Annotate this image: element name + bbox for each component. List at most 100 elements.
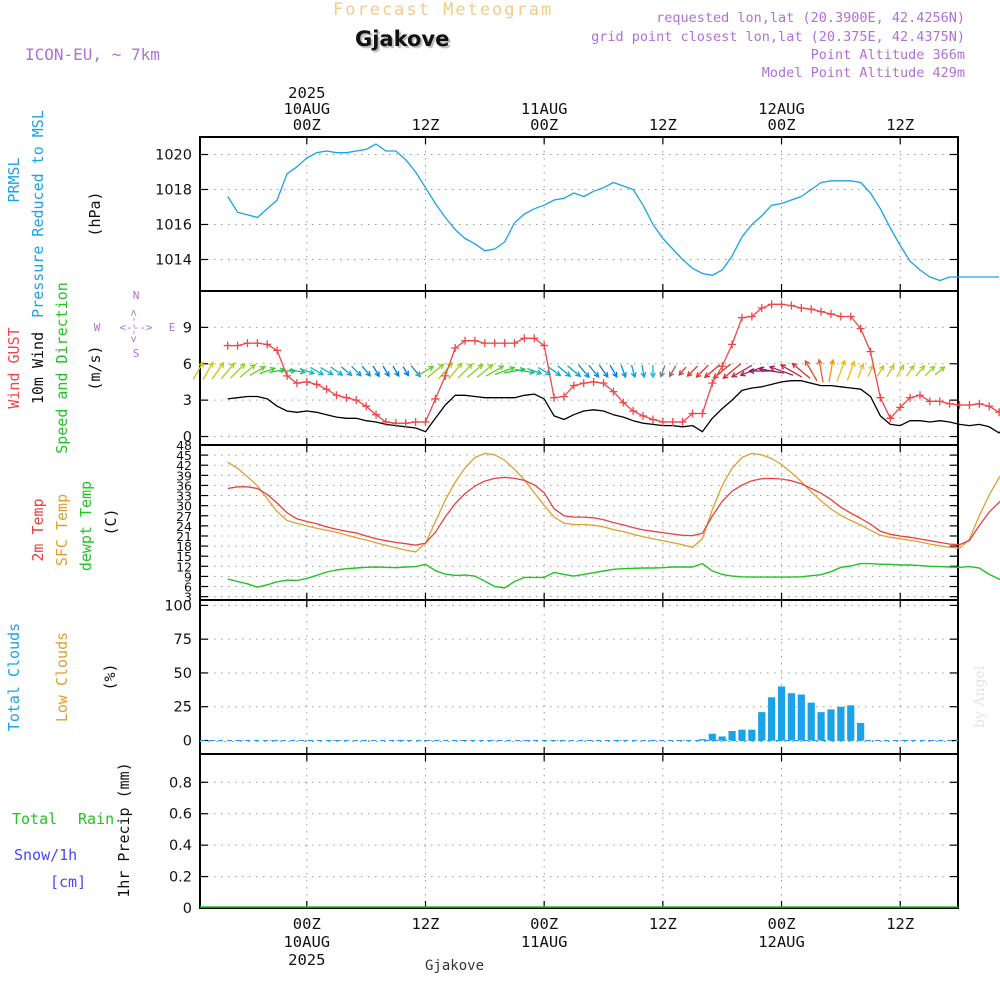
gust-marker — [352, 396, 361, 405]
wind-arrow-head — [779, 364, 787, 370]
y-tick-label: 1018 — [155, 183, 192, 199]
wind-direction-arrow — [780, 364, 803, 378]
wind-direction-arrow — [239, 364, 256, 378]
label-wind-gust: Wind GUST — [5, 327, 23, 408]
total-clouds-bar — [777, 686, 786, 741]
y-tick-label: 30 — [176, 499, 192, 514]
wind-arrow-head — [712, 373, 719, 379]
wind-direction-arrow — [330, 366, 343, 376]
wind-arrow-head — [509, 366, 516, 372]
wind-arrow-head — [299, 368, 307, 375]
gust-marker — [737, 313, 746, 322]
gust-marker — [985, 402, 994, 411]
gust-marker — [708, 379, 717, 388]
total-clouds-bar — [698, 739, 707, 741]
y-tick-label: 6 — [183, 357, 192, 373]
model-altitude: Model Point Altitude 429m — [761, 65, 965, 81]
wind-direction-arrow — [867, 365, 874, 377]
gust-marker — [945, 399, 954, 408]
wind-direction-arrow — [818, 359, 824, 383]
compass-w: W — [94, 321, 101, 334]
y-tick-label: 1014 — [155, 253, 192, 269]
wind-arrow-head — [456, 362, 463, 369]
wind-arrow-head — [239, 362, 246, 369]
wind-direction-arrow — [269, 369, 286, 374]
wind-direction-arrow — [417, 366, 434, 377]
gust-marker — [441, 371, 450, 380]
wind-arrow-head — [722, 373, 729, 380]
label-sfc-temp: SFC Temp — [53, 494, 71, 566]
wind-arrow-head — [850, 360, 856, 367]
wind-arrow-head — [909, 364, 915, 371]
wind-direction-arrow — [229, 363, 246, 379]
wind-direction-arrow — [588, 364, 599, 378]
footer-station: Gjakove — [425, 958, 485, 974]
wind-arrow-head — [428, 365, 435, 372]
series-sfc-temp-line — [227, 452, 1000, 553]
time-label-bottom: 00Z — [530, 915, 558, 933]
gust-marker — [332, 391, 341, 400]
ylabel-hpa: (hPa) — [86, 191, 104, 236]
total-clouds-bar — [758, 712, 766, 741]
wind-arrow-head — [804, 359, 811, 366]
time-label-bottom: 12Z — [649, 915, 677, 933]
series-2m-temp-line — [227, 476, 1000, 546]
time-label-top: 00Z — [293, 116, 321, 134]
wind-direction-arrow — [259, 367, 276, 375]
y-tick-label: 12 — [176, 559, 192, 574]
label-snow: Snow/1h — [14, 846, 77, 864]
wind-direction-arrow — [382, 365, 390, 377]
requested-coords: requested lon,lat (20.3900E, 42.4256N) — [656, 10, 965, 26]
y-tick-label: 0.4 — [169, 838, 192, 854]
chart-title: Forecast Meteogram — [333, 0, 554, 20]
gust-marker — [362, 402, 371, 411]
gust-marker — [619, 398, 628, 407]
label-dewpt-temp: dewpt Temp — [77, 481, 95, 571]
wind-arrow-head — [919, 364, 926, 371]
gust-marker — [718, 362, 727, 371]
gust-marker — [886, 414, 895, 423]
wind-direction-arrow — [547, 366, 561, 376]
gust-marker — [273, 346, 282, 355]
wind-direction-arrow — [527, 367, 542, 375]
wind-direction-arrow — [759, 368, 784, 374]
time-label-top: 11AUG — [521, 100, 568, 118]
wind-arrow-head — [337, 370, 344, 376]
gust-marker — [451, 343, 460, 352]
gust-marker — [500, 339, 509, 348]
wind-direction-arrow — [289, 369, 305, 374]
wind-direction-arrow — [466, 364, 483, 378]
wind-arrow-head — [791, 362, 798, 369]
wind-direction-arrow — [392, 365, 400, 377]
wind-arrow-head — [229, 362, 236, 369]
time-label-top: 10AUG — [283, 100, 330, 118]
wind-arrow-head — [394, 370, 400, 378]
wind-arrow-head — [584, 372, 590, 379]
gust-marker — [747, 312, 756, 321]
gust-marker — [411, 417, 420, 426]
y-tick-label: 33 — [176, 489, 192, 504]
time-label-bottom: 00Z — [293, 915, 321, 933]
wind-direction-arrow — [876, 365, 885, 377]
gust-marker — [767, 300, 776, 309]
gust-marker — [975, 399, 984, 408]
wind-arrow-head — [669, 371, 675, 378]
label-speed-direction: Speed and Direction — [53, 282, 71, 454]
label-10m-wind: 10m Wind — [29, 332, 47, 404]
y-tick-label: 42 — [176, 458, 192, 473]
y-tick-label: 3 — [184, 590, 192, 605]
label-rain: Rain — [78, 810, 114, 828]
wind-arrow-head — [384, 371, 390, 378]
wind-direction-arrow — [310, 366, 324, 376]
wind-arrow-head — [640, 371, 647, 379]
time-label-top: 12Z — [886, 116, 914, 134]
wind-arrow-head — [678, 369, 685, 377]
gust-marker — [520, 334, 529, 343]
wind-direction-arrow — [731, 364, 753, 378]
wind-arrow-head — [317, 370, 325, 376]
wind-arrow-head — [889, 364, 895, 371]
gust-marker — [233, 341, 242, 350]
label-low-clouds: Low Clouds — [53, 632, 71, 722]
panel-frame — [199, 136, 959, 292]
wind-direction-arrow — [678, 366, 687, 376]
